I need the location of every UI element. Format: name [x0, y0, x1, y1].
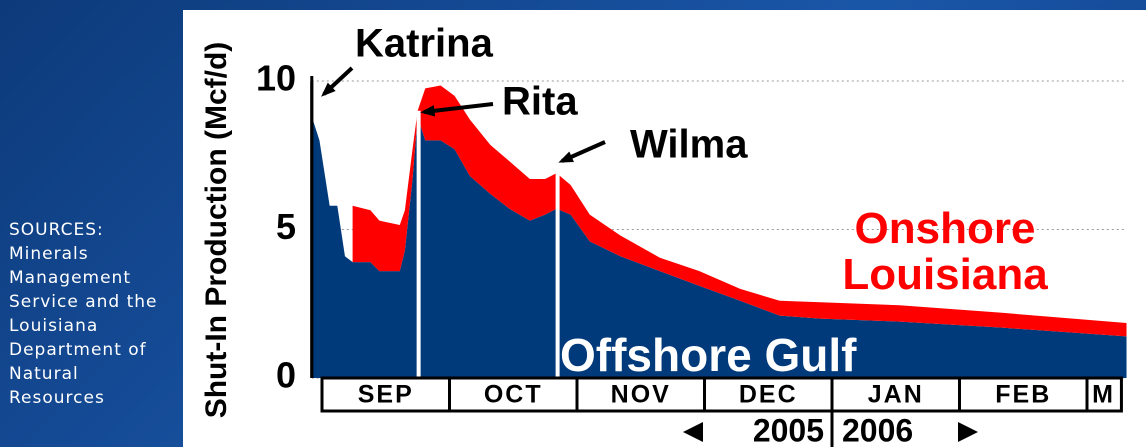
y-tick-label: 0 [276, 355, 296, 396]
x-tick-label: OCT [484, 381, 543, 409]
y-tick-label: 10 [256, 58, 296, 99]
year-arrow-left [683, 422, 703, 442]
legend-label: Offshore Gulf [560, 329, 857, 381]
sources-note: SOURCES: Minerals Management Service and… [9, 220, 158, 408]
y-axis-label: Shut-In Production (Mcf/d) [200, 42, 233, 419]
event-label: Rita [502, 80, 578, 124]
year-label: 2005 [753, 412, 824, 447]
x-tick-label: M [1092, 381, 1115, 409]
year-label: 2006 [842, 412, 913, 447]
event-label: Wilma [630, 123, 748, 167]
event-label: Katrina [355, 22, 494, 66]
event-arrow [423, 102, 494, 114]
event-arrow-head [321, 82, 336, 97]
x-tick-label: SEP [358, 381, 414, 409]
x-tick-label: NOV [611, 381, 671, 409]
legend-label: Onshore Louisiana [842, 204, 1048, 299]
x-tick-label: DEC [739, 381, 798, 409]
y-tick-label: 5 [276, 206, 296, 247]
event-arrow-head [420, 105, 436, 117]
month-row [320, 376, 1123, 413]
x-tick-label: JAN [868, 381, 924, 409]
event-arrow-head [558, 151, 574, 163]
year-arrow-right [958, 422, 978, 442]
x-tick-label: FEB [995, 381, 1051, 409]
area-offshore [311, 116, 1127, 378]
